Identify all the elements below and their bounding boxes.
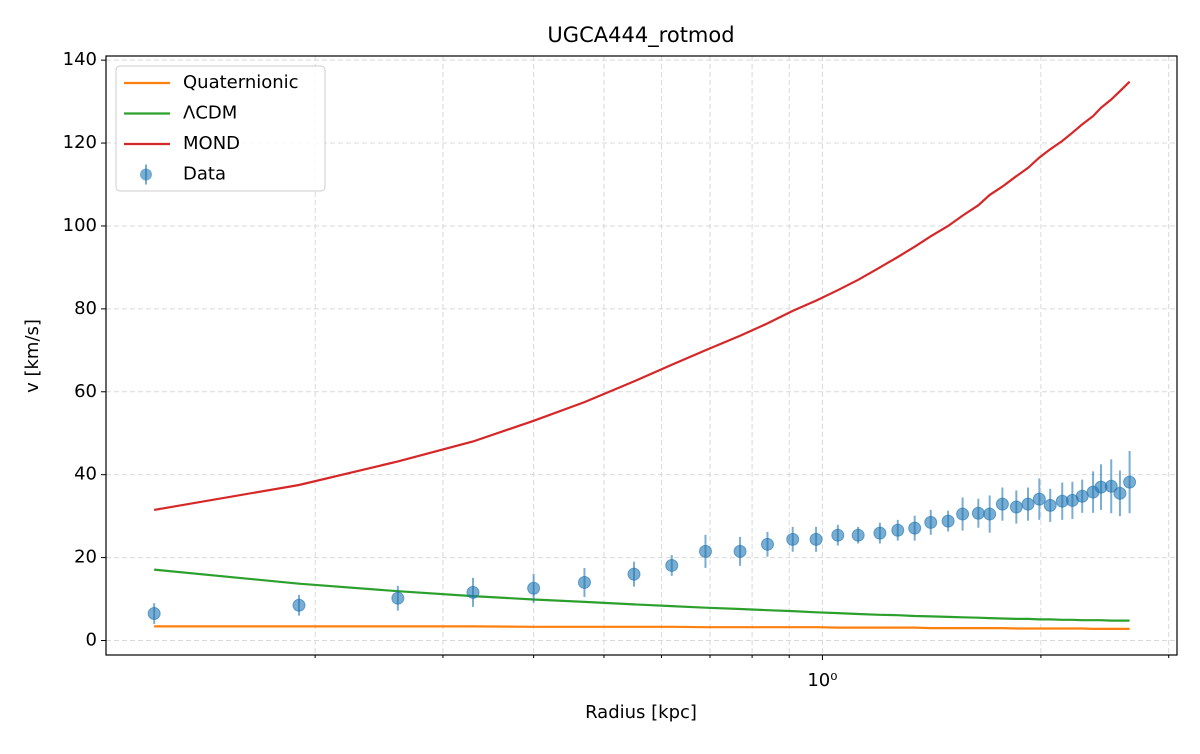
data-point	[698, 544, 712, 558]
line-series	[153, 568, 1130, 622]
data-point	[391, 591, 405, 605]
data-point	[466, 585, 480, 599]
data-point	[527, 581, 541, 595]
data-point	[971, 506, 985, 520]
data-point	[1123, 475, 1137, 489]
data-point	[924, 515, 938, 529]
legend-label: MOND	[183, 133, 240, 154]
y-tick-label: 80	[74, 298, 97, 319]
data-point	[851, 528, 865, 542]
data-point	[1043, 498, 1057, 512]
y-tick-label: 40	[74, 464, 97, 485]
legend-label: ΛCDM	[183, 103, 237, 124]
data-point	[891, 523, 905, 537]
y-axis-label: v [km/s]	[22, 319, 43, 393]
data-point	[786, 532, 800, 546]
data-point	[292, 598, 306, 612]
line-series	[154, 625, 1130, 630]
chart-title: UGCA444_rotmod	[547, 23, 734, 48]
y-tick-label: 60	[74, 381, 97, 402]
data-point	[1021, 497, 1035, 511]
data-point	[941, 514, 955, 528]
x-axis-label: Radius [kpc]	[585, 702, 697, 723]
x-tick-label: 10⁰	[807, 670, 837, 691]
data-point	[760, 537, 774, 551]
data-point	[1104, 479, 1118, 493]
legend-label: Data	[183, 164, 226, 185]
data-point	[908, 521, 922, 535]
data-point	[1113, 486, 1127, 500]
data-point	[1032, 492, 1046, 506]
data-point	[577, 575, 591, 589]
data-point	[809, 532, 823, 546]
data-point	[627, 567, 641, 581]
data-point	[995, 497, 1009, 511]
y-tick-label: 20	[74, 547, 97, 568]
data-point	[665, 558, 679, 572]
legend-marker	[140, 168, 152, 181]
data-point	[831, 528, 845, 542]
y-tick-label: 140	[63, 49, 97, 70]
data-point	[956, 507, 970, 521]
y-tick-label: 100	[63, 215, 97, 236]
data-point	[873, 526, 887, 540]
legend-label: Quaternionic	[183, 72, 299, 93]
data-point	[147, 607, 161, 621]
data-point	[733, 544, 747, 558]
y-tick-label: 0	[86, 629, 97, 650]
plot-frame	[105, 55, 1178, 656]
data-point	[983, 507, 997, 521]
legend-box	[115, 65, 326, 192]
line-series	[153, 80, 1131, 511]
data-point	[1075, 489, 1089, 503]
data-point	[1009, 500, 1023, 514]
y-tick-label: 120	[63, 132, 97, 153]
